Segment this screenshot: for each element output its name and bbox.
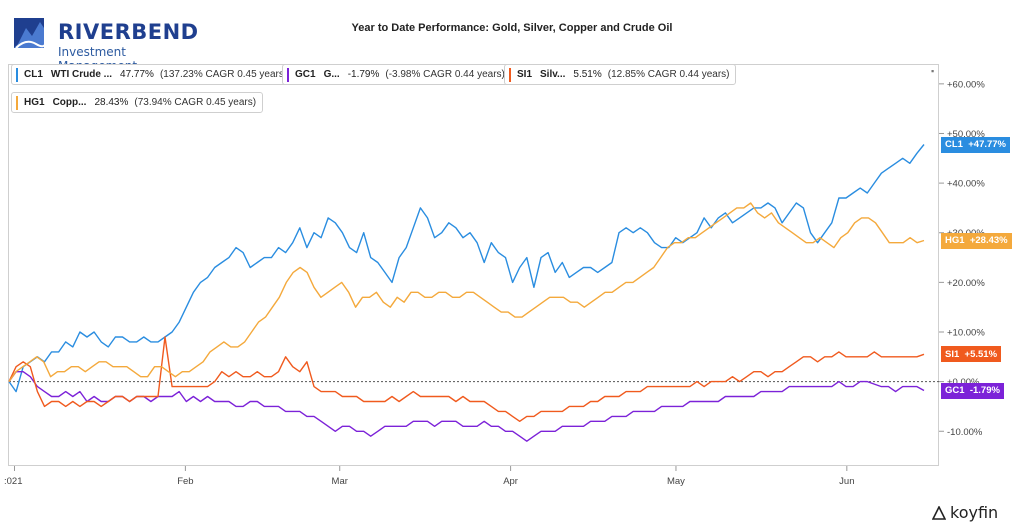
legend-cl1-name: WTI Crude ...: [50, 69, 113, 80]
legend-si1-cagr: (12.85% CAGR 0.44 years): [607, 69, 730, 80]
tag-hg1-symbol: HG1: [945, 235, 965, 246]
series-line-hg1: [8, 202, 925, 383]
tag-si1-value: +5.51%: [964, 348, 998, 360]
tag-cl1: CL1 +47.77%: [941, 136, 1011, 153]
tag-cl1-value: +47.77%: [968, 139, 1007, 150]
legend-gc1[interactable]: GC1 G... -1.79% (-3.98% CAGR 0.44 years): [282, 64, 512, 85]
legend-cl1-symbol: CL1: [24, 69, 43, 80]
brand-name: RIVERBEND: [58, 20, 199, 44]
legend-si1-name: Silv...: [540, 69, 566, 80]
x-tick-label: Mar: [332, 476, 348, 487]
tag-si1-symbol: SI1: [945, 348, 960, 360]
legend-si1[interactable]: SI1 Silv... 5.51% (12.85% CAGR 0.44 year…: [504, 64, 737, 85]
koyfin-watermark: koyfin: [932, 503, 998, 522]
legend-cl1[interactable]: CL1 WTI Crude ... 47.77% (137.23% CAGR 0…: [11, 64, 295, 85]
legend-hg1-swatch: [16, 95, 18, 110]
x-tick-label: Apr: [503, 476, 518, 487]
y-tick-label: +50.00%: [947, 129, 985, 140]
legend-cl1-cagr: (137.23% CAGR 0.45 years): [159, 69, 288, 80]
koyfin-text: koyfin: [950, 503, 999, 522]
legend-hg1-cagr: (73.94% CAGR 0.45 years): [134, 97, 257, 108]
x-tick-label: Jun: [839, 476, 854, 487]
logo-mark-icon: [14, 18, 47, 49]
legend-hg1-ytd: 28.43%: [94, 97, 129, 108]
series-line-si1: [8, 336, 925, 422]
legend-gc1-name: G...: [323, 69, 340, 80]
koyfin-logo-icon: [932, 506, 946, 520]
legend-gc1-symbol: GC1: [295, 69, 316, 80]
chart-title: Year to Date Performance: Gold, Silver, …: [351, 22, 673, 34]
legend-si1-symbol: SI1: [517, 69, 533, 80]
legend-cl1-swatch: [16, 67, 18, 82]
legend-si1-ytd: 5.51%: [573, 69, 602, 80]
y-tick-label: +20.00%: [947, 278, 985, 289]
y-tick-label: +40.00%: [947, 179, 985, 190]
y-tick-label: +60.00%: [947, 79, 985, 90]
tag-hg1: HG1 +28.43%: [941, 232, 1012, 249]
y-tick-label: -10.00%: [947, 427, 983, 438]
legend-hg1-symbol: HG1: [24, 97, 45, 108]
legend-gc1-cagr: (-3.98% CAGR 0.44 years): [385, 69, 505, 80]
x-tick-label: Feb: [177, 476, 193, 487]
tag-cl1-symbol: CL1: [945, 139, 963, 150]
y-tick-label: +10.00%: [947, 328, 985, 339]
x-tick-label: May: [667, 476, 685, 487]
series-line-cl1: [8, 144, 925, 393]
legend-hg1[interactable]: HG1 Copp... 28.43% (73.94% CAGR 0.45 yea…: [11, 92, 264, 113]
legend-gc1-ytd: -1.79%: [347, 69, 380, 80]
legend-gc1-swatch: [287, 67, 289, 82]
tag-si1: SI1 +5.51%: [941, 346, 1002, 363]
tag-gc1-value: -1.79%: [969, 385, 1000, 396]
tag-gc1: GC1 -1.79%: [941, 382, 1004, 399]
legend-si1-swatch: [509, 67, 511, 82]
chart-menu-icon[interactable]: ▪: [931, 66, 935, 76]
legend-hg1-name: Copp...: [52, 97, 87, 108]
legend-cl1-ytd: 47.77%: [120, 69, 154, 80]
tag-hg1-value: +28.43%: [969, 235, 1008, 246]
tag-gc1-symbol: GC1: [945, 385, 965, 396]
series-line-gc1: [8, 371, 925, 442]
x-tick-label: :021: [4, 476, 23, 487]
